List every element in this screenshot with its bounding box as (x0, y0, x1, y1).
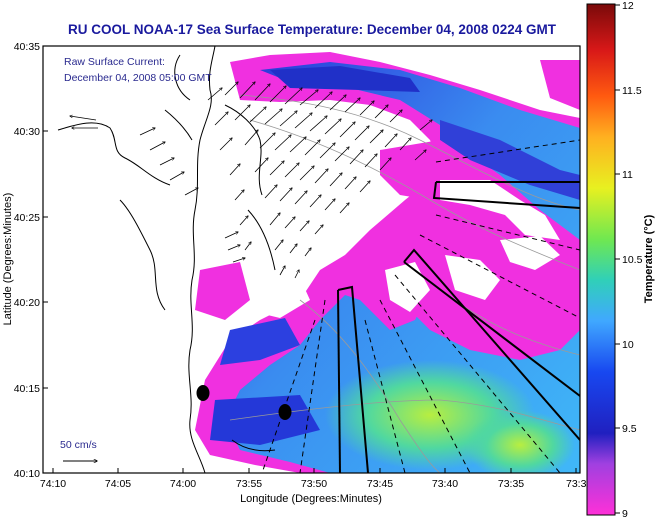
x-tick-label: 73:55 (236, 478, 262, 490)
map-frame (42, 45, 581, 474)
x-tick-label: 73:45 (367, 478, 393, 490)
y-tick-label: 40:30 (14, 126, 40, 138)
channel-lines (261, 139, 580, 473)
station-marker (196, 385, 210, 401)
current-timestamp: December 04, 2008 05:00 GMT (64, 72, 212, 84)
current-source-label: Raw Surface Current: (64, 56, 165, 68)
x-tick-label: 74:05 (105, 478, 131, 490)
colorbar-title: Temperature (°C) (643, 214, 655, 303)
current-vectors (70, 82, 432, 279)
x-tick-label: 73:50 (301, 478, 327, 490)
svg-text:50 cm/s: 50 cm/s (60, 439, 97, 451)
y-tick-label: 40:20 (14, 297, 40, 309)
colorbar-tick-label: 9 (622, 508, 628, 519)
x-tick-label: 74:10 (40, 478, 66, 490)
colorbar-tick-label: 12 (622, 0, 634, 12)
colorbar: 12 11.5 11 10.5 10 9.5 9 Temperature (°C… (586, 0, 655, 519)
colorbar-tick-label: 10 (622, 339, 634, 351)
colorbar-tick-label: 10.5 (622, 254, 643, 266)
y-tick-label: 40:35 (14, 41, 40, 53)
y-axis: 40:35 40:30 40:25 40:20 40:15 40:10 Lati… (2, 41, 48, 480)
x-tick-label: 74:00 (170, 478, 196, 490)
x-tick-label: 73:40 (432, 478, 458, 490)
x-axis-title: Longitude (Degrees:Minutes) (240, 493, 382, 505)
y-tick-label: 40:10 (14, 468, 40, 480)
colorbar-tick-label: 11.5 (622, 85, 642, 97)
map-panel: 50 cm/s Raw Surface Current: December 04… (43, 46, 580, 473)
colorbar-tick-label: 11 (622, 169, 633, 181)
x-tick-label: 73:35 (498, 478, 524, 490)
station-marker (278, 404, 292, 420)
y-axis-title: Latitude (Degrees:Minutes) (2, 193, 14, 326)
x-tick-label: 73:3 (566, 478, 587, 490)
x-axis: 74:10 74:05 74:00 73:55 73:50 73:45 73:4… (40, 468, 587, 505)
sst-field (195, 52, 580, 473)
colorbar-ramp (586, 3, 616, 516)
velocity-scale: 50 cm/s (60, 439, 97, 461)
y-tick-label: 40:15 (14, 383, 40, 395)
map-title: RU COOL NOAA-17 Sea Surface Temperature:… (68, 22, 557, 37)
y-tick-label: 40:25 (14, 212, 40, 224)
colorbar-tick-label: 9.5 (622, 423, 637, 435)
